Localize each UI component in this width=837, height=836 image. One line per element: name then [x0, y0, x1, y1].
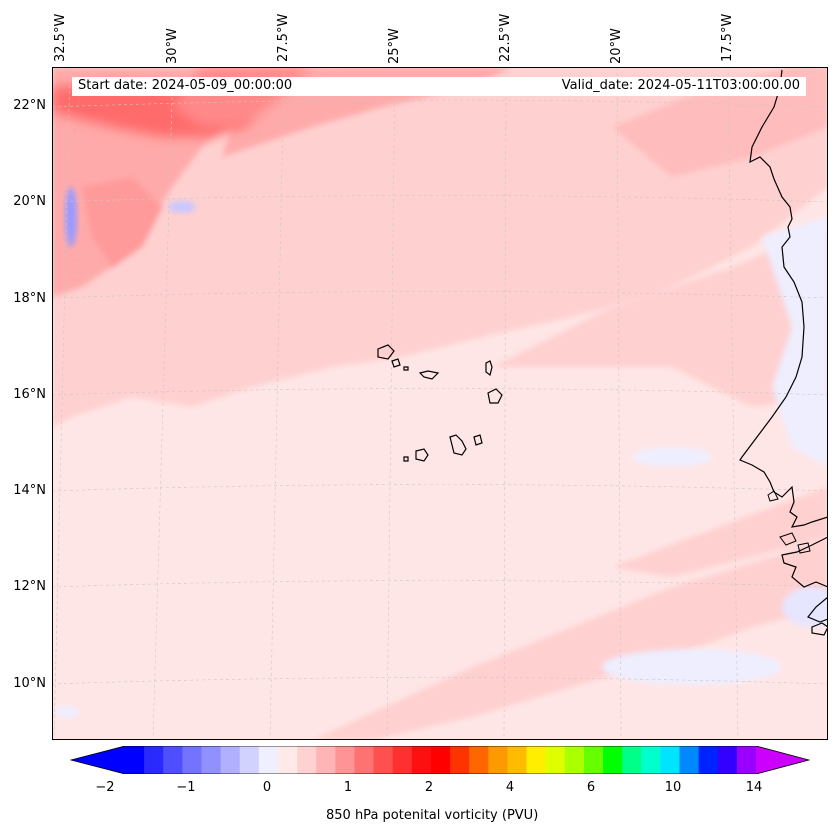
colorbar-segment: [411, 746, 432, 774]
cape-verde-islands: [377, 344, 503, 462]
pv-field-blue-east-2: [632, 447, 712, 467]
colorbar-segment: [201, 746, 222, 774]
island-maio: [473, 434, 483, 446]
colorbar-segment: [392, 746, 413, 774]
colorbar-segment: [297, 746, 317, 774]
colorbar-segment: [144, 746, 164, 774]
lon-label-27.5w: 27.5°W: [276, 13, 291, 62]
lat-label-12n: 12°N: [13, 579, 46, 594]
colorbar-segment: [430, 746, 451, 774]
colorbar-segment: [469, 746, 489, 774]
pv-field-south-band: [312, 537, 828, 740]
colorbar-segment: [622, 746, 642, 774]
info-box: Start date: 2024-05-09_00:00:00 Valid_da…: [72, 77, 806, 96]
valid-date-label: Valid_date: 2024-05-11T03:00:00.00: [561, 78, 800, 93]
pv-field-blue-south: [602, 649, 782, 685]
lon-label-20w: 20°W: [609, 28, 624, 64]
lon-label-32.5w: 32.5°W: [53, 13, 68, 62]
pv-field-light-band-2: [492, 227, 828, 407]
colorbar-segment: [603, 746, 623, 774]
colorbar-segment: [163, 746, 183, 774]
colorbar-segment: [450, 746, 470, 774]
coastal-inlets: [767, 490, 811, 554]
colorbar: [70, 746, 810, 774]
pv-field-blue-east: [762, 217, 828, 467]
island-sao-vicente: [391, 358, 401, 368]
cbar-tick-1: 1: [343, 780, 353, 795]
colorbar-title: 850 hPa potenital vorticity (PVU): [326, 808, 539, 823]
cbar-tick-neg1: −1: [176, 780, 196, 795]
colorbar-segment: [488, 746, 508, 774]
colorbar-segment: [182, 746, 202, 774]
colorbar-segment: [583, 746, 604, 774]
lat-label-18n: 18°N: [13, 291, 46, 306]
colorbar-segment: [125, 746, 145, 774]
lon-label-17.5w: 17.5°W: [720, 13, 735, 62]
island-sal: [485, 360, 493, 377]
lat-label-10n: 10°N: [13, 676, 46, 691]
pv-field-east-band: [612, 487, 828, 577]
island-santo-antao: [377, 344, 395, 360]
island-boa-vista: [487, 388, 503, 404]
island-santa-luzia: [403, 366, 409, 371]
colorbar-segment: [373, 746, 394, 774]
colorbar-extend-low: [71, 746, 125, 774]
pv-field-blue-nw-2: [168, 201, 196, 213]
island-sao-nicolau: [418, 370, 440, 380]
africa-coastline: [739, 69, 828, 528]
island-fogo: [415, 448, 429, 462]
lat-label-22n: 22°N: [13, 98, 46, 113]
lon-label-22.5w: 22.5°W: [498, 13, 513, 62]
pv-field-blue-sw: [55, 706, 79, 718]
colorbar-segment: [679, 746, 700, 774]
colorbar-segment: [717, 746, 738, 774]
colorbar-segment: [526, 746, 547, 774]
colorbar-segment: [736, 746, 757, 774]
colorbar-segment: [239, 746, 260, 774]
cbar-tick-neg2: −2: [95, 780, 115, 795]
colorbar-outline: [70, 746, 810, 774]
africa-coastline-south: [781, 536, 828, 636]
pv-field-blue-nw: [65, 187, 77, 247]
colorbar-extend-high: [756, 746, 809, 774]
lat-label-14n: 14°N: [13, 483, 46, 498]
cbar-tick-0: 0: [262, 780, 272, 795]
island-santiago: [449, 434, 467, 456]
lon-label-30w: 30°W: [165, 28, 180, 64]
pv-field-blue-se: [782, 587, 828, 627]
colorbar-segment: [354, 746, 375, 774]
lat-label-20n: 20°N: [13, 194, 46, 209]
colorbar-segment: [564, 746, 585, 774]
graticule: [52, 67, 828, 740]
island-brava: [403, 456, 409, 462]
colorbar-segment: [698, 746, 719, 774]
colorbar-segment: [641, 746, 661, 774]
colorbar-segment: [220, 746, 241, 774]
colorbar-segment: [316, 746, 336, 774]
start-date-label: Start date: 2024-05-09_00:00:00: [78, 78, 293, 93]
lon-label-25w: 25°W: [387, 28, 402, 64]
pv-field-light-band: [52, 67, 828, 427]
cbar-tick-10: 10: [664, 780, 682, 795]
colorbar-segment: [660, 746, 681, 774]
colorbar-segment: [277, 746, 298, 774]
colorbar-segment: [507, 746, 528, 774]
colorbar-segment: [545, 746, 566, 774]
map-panel: [52, 67, 828, 740]
cbar-tick-4: 4: [505, 780, 515, 795]
cbar-tick-14: 14: [745, 780, 763, 795]
colorbar-segment: [335, 746, 355, 774]
lat-label-16n: 16°N: [13, 387, 46, 402]
colorbar-segment: [258, 746, 279, 774]
cbar-tick-2: 2: [424, 780, 434, 795]
cbar-tick-6: 6: [586, 780, 596, 795]
